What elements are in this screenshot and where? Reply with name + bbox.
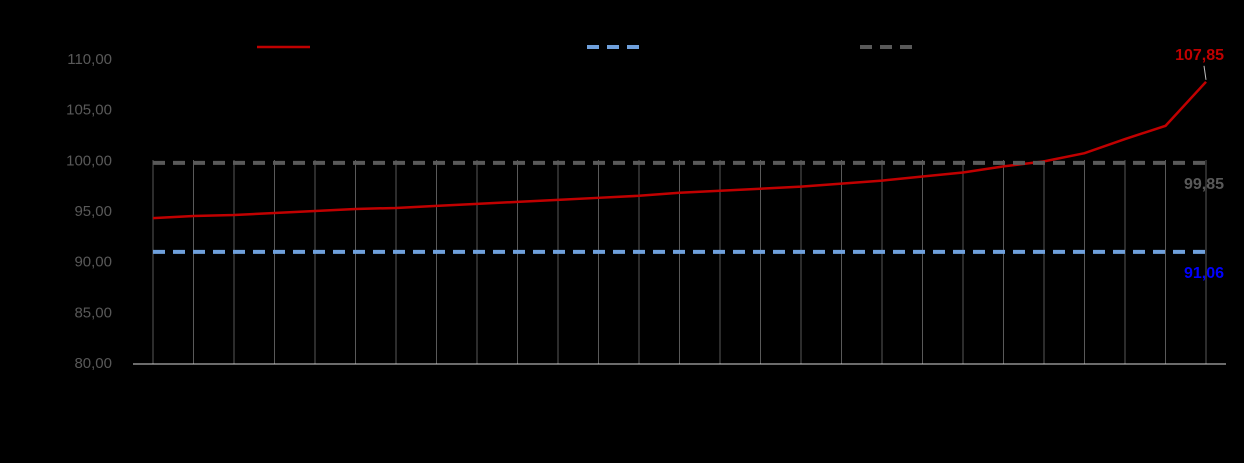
y-tick-label: 105,00 [66, 102, 112, 119]
label-leader [1203, 65, 1207, 80]
y-tick-label: 80,00 [74, 355, 112, 372]
y-tick-label: 110,00 [67, 51, 112, 68]
series-line [152, 80, 1207, 220]
data-label: 107,85 [1175, 47, 1224, 64]
y-tick-label: 100,00 [66, 152, 112, 169]
y-tick-label: 90,00 [74, 254, 112, 271]
data-label: 99,85 [1184, 176, 1224, 193]
y-tick-label: 85,00 [74, 304, 112, 321]
y-tick-label: 95,00 [74, 203, 112, 220]
data-label: 91,06 [1184, 265, 1224, 282]
